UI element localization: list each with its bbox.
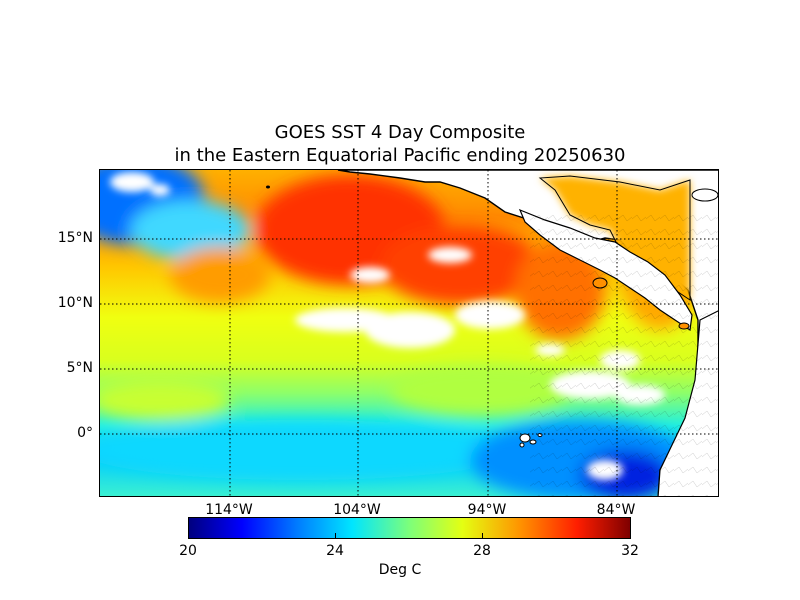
lon-label-84w: 84°W <box>596 502 636 518</box>
colorbar-tick-28: 28 <box>473 543 491 559</box>
galapagos-islands <box>519 433 543 448</box>
colorbar <box>188 517 631 539</box>
sst-map <box>99 169 719 497</box>
map-title-line-1: GOES SST 4 Day Composite <box>274 122 526 143</box>
colorbar-tick-32: 32 <box>621 543 639 559</box>
lon-label-94w: 94°W <box>467 502 507 518</box>
colorbar-tick-20: 20 <box>179 543 197 559</box>
lat-label-15n: 15°N <box>57 230 93 246</box>
lat-label-0: 0° <box>77 425 93 441</box>
lon-label-114w: 114°W <box>205 502 253 518</box>
colorbar-tickmark <box>482 533 483 538</box>
graticule <box>100 170 718 496</box>
land-masses <box>266 170 718 496</box>
lat-label-10n: 10°N <box>57 295 93 311</box>
colorbar-label: Deg C <box>378 562 422 578</box>
map-title-line-2: in the Eastern Equatorial Pacific ending… <box>174 145 626 166</box>
sst-map-canvas <box>100 170 718 496</box>
lat-label-5n: 5°N <box>66 360 93 376</box>
colorbar-tick-24: 24 <box>326 543 344 559</box>
lon-label-104w: 104°W <box>333 502 381 518</box>
colorbar-tickmark <box>335 533 336 538</box>
